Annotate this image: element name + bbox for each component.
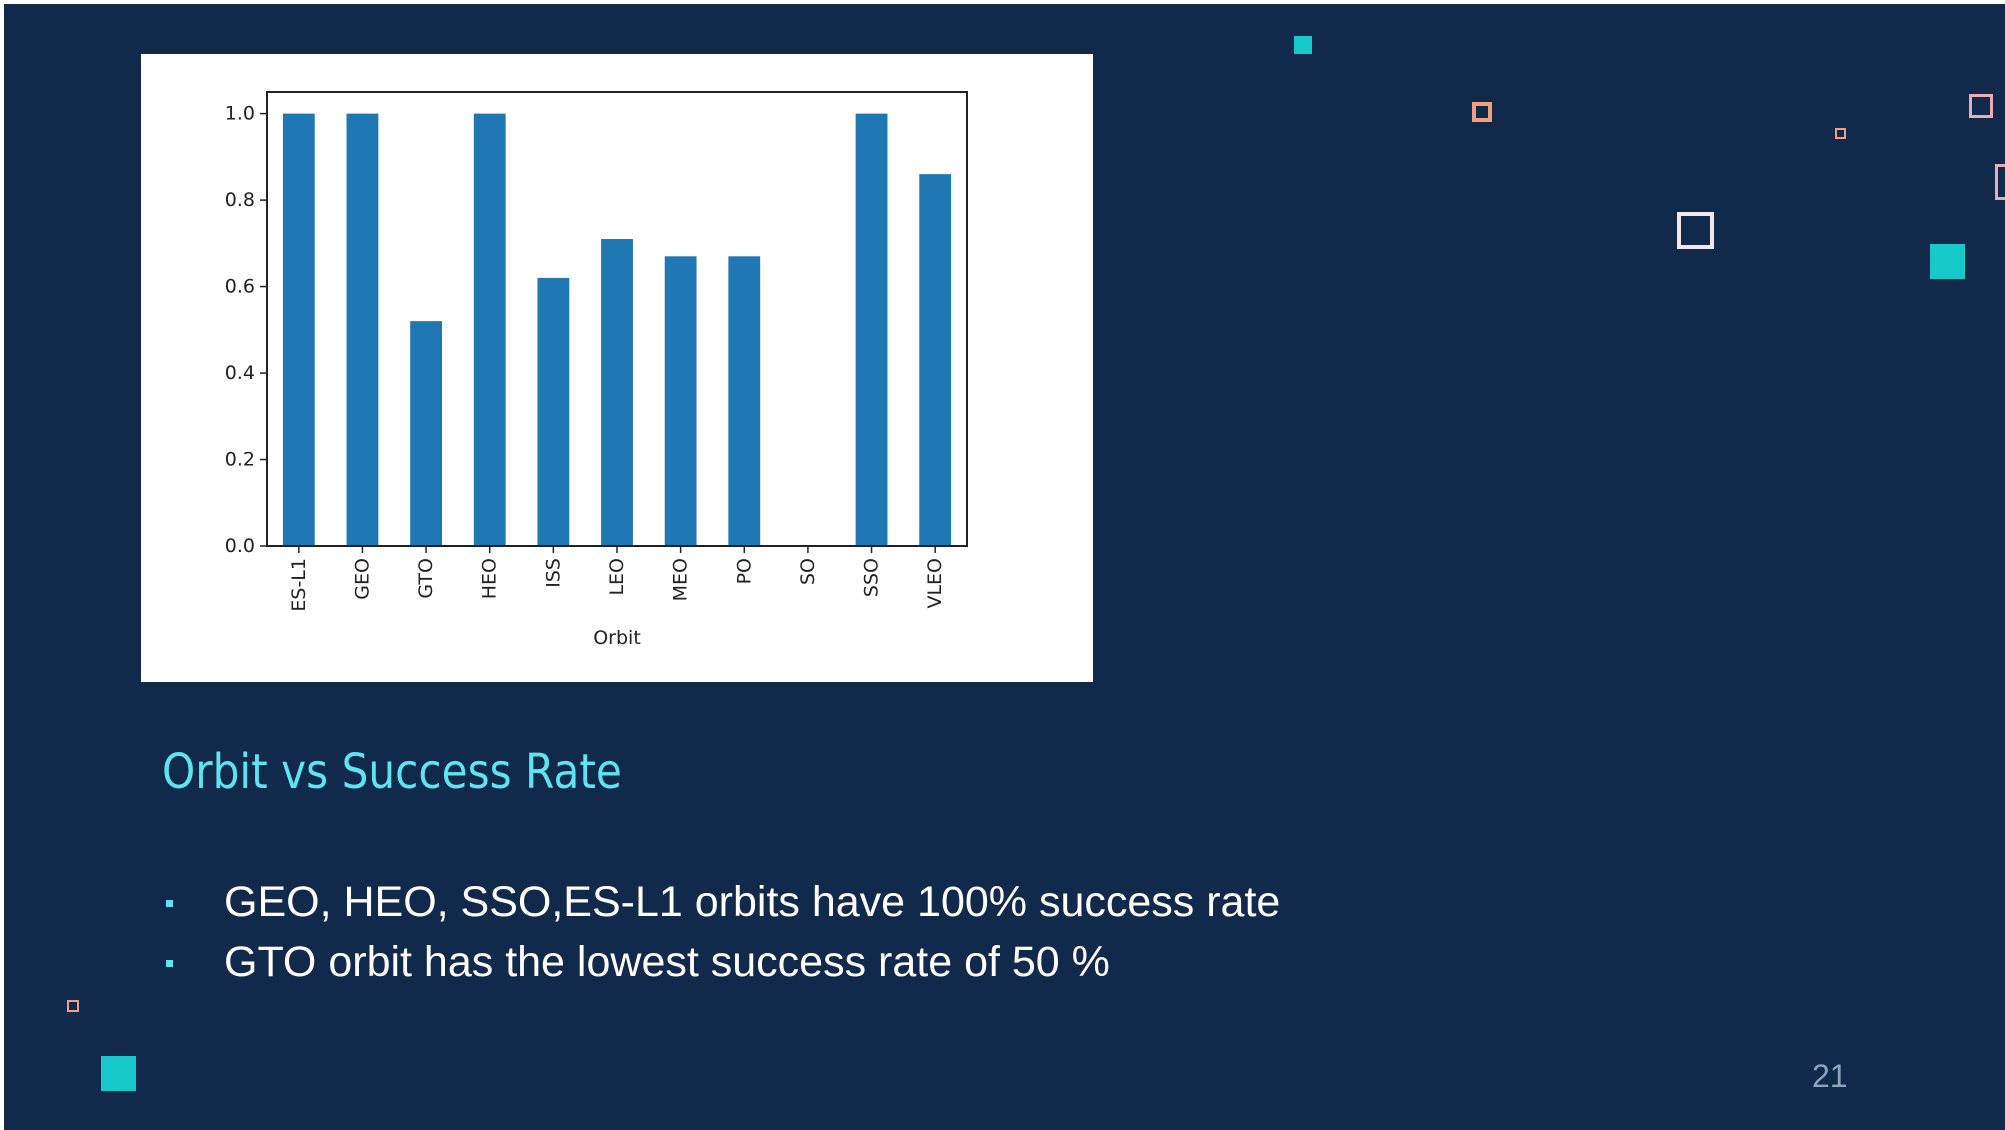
decor-square-teal-right xyxy=(1930,244,1965,279)
page-number: 21 xyxy=(1812,1058,1848,1094)
bar-meo xyxy=(664,256,697,546)
y-tick-label: 0.8 xyxy=(225,189,255,211)
y-tick-label: 0.4 xyxy=(225,362,255,384)
bar-heo xyxy=(473,113,506,546)
bar-vleo xyxy=(919,174,952,546)
x-tick-label: VLEO xyxy=(924,558,946,609)
decor-square-teal-bottom-left xyxy=(101,1056,136,1091)
bullet-square-icon xyxy=(166,960,173,967)
bar-geo xyxy=(346,113,379,546)
bullet-item: GEO, HEO, SSO,ES-L1 orbits have 100% suc… xyxy=(162,872,1280,932)
x-tick-label: ES-L1 xyxy=(288,558,310,612)
decor-square-pink-edge xyxy=(1995,164,2005,200)
y-tick-label: 0.6 xyxy=(225,276,255,298)
bullet-text: GTO orbit has the lowest success rate of… xyxy=(224,938,1110,986)
bar-sso xyxy=(855,113,888,546)
decor-square-white-outline xyxy=(1677,212,1714,249)
chart-panel: 0.0 0.2 0.4 0.6 0.8 1.0 ES-L1 GEO GTO HEO ISS LEO M… xyxy=(141,54,1093,682)
decor-square-orange-small xyxy=(1835,128,1846,139)
x-tick-label: GEO xyxy=(351,558,373,600)
decor-square-orange-outline xyxy=(1472,102,1492,122)
bullet-list: GEO, HEO, SSO,ES-L1 orbits have 100% suc… xyxy=(162,872,1280,992)
bar-gto xyxy=(410,321,442,546)
bar-leo xyxy=(601,239,633,546)
decor-square-orange-bottom-left xyxy=(67,1000,79,1012)
x-axis-label: Orbit xyxy=(593,627,641,649)
x-tick-label: HEO xyxy=(479,558,501,599)
x-tick-label: GTO xyxy=(415,558,437,599)
bullet-item: GTO orbit has the lowest success rate of… xyxy=(162,932,1280,992)
bar-po xyxy=(728,256,761,546)
y-tick-label: 0.0 xyxy=(225,535,255,557)
x-tick-label: MEO xyxy=(670,558,692,601)
slide-title: Orbit vs Success Rate xyxy=(162,744,622,800)
decor-square-pink-outline xyxy=(1969,94,1993,118)
bar-iss xyxy=(537,277,570,546)
y-tick-label: 0.2 xyxy=(225,449,255,471)
decor-square-teal-top xyxy=(1294,36,1312,54)
slide: 0.0 0.2 0.4 0.6 0.8 1.0 ES-L1 GEO GTO HEO ISS LEO M… xyxy=(4,4,2005,1130)
bar-es-l1 xyxy=(282,113,315,546)
x-tick-label: SSO xyxy=(861,558,883,597)
bullet-square-icon xyxy=(166,900,173,907)
x-tick-label: ISS xyxy=(542,558,564,588)
x-tick-label: SO xyxy=(797,558,819,585)
bullet-text: GEO, HEO, SSO,ES-L1 orbits have 100% suc… xyxy=(224,878,1281,926)
bar-chart: 0.0 0.2 0.4 0.6 0.8 1.0 ES-L1 GEO GTO HEO ISS LEO M… xyxy=(225,91,968,649)
x-tick-label: LEO xyxy=(606,558,628,596)
y-tick-label: 1.0 xyxy=(225,103,255,125)
x-tick-label: PO xyxy=(733,558,755,584)
